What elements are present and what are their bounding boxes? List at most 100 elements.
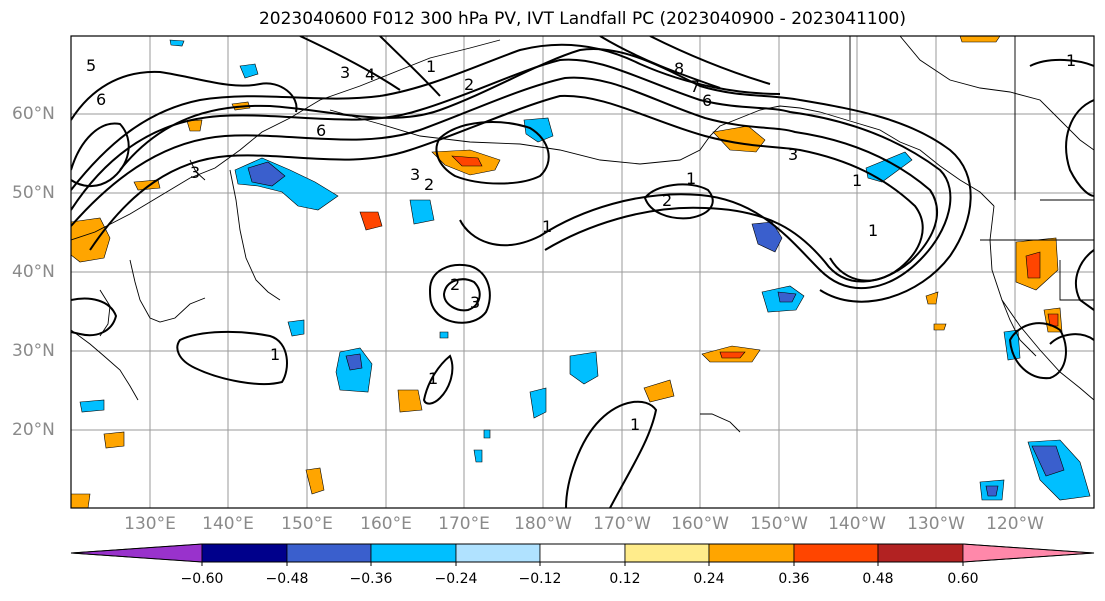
shading-patch <box>345 353 363 371</box>
shading-patch <box>719 351 746 359</box>
map-title: 2023040600 F012 300 hPa PV, IVT Landfall… <box>258 9 906 29</box>
lon-label: 150°E <box>281 514 333 534</box>
shading-patch <box>1025 251 1041 279</box>
shading-patch <box>933 323 947 331</box>
contour-label-group: 6 5 4 3 1 2 8 7 6 6 3 2 3 1 2 1 3 2 1 1 … <box>86 51 1076 434</box>
colorbar-segment <box>455 543 541 563</box>
lon-label: 140°W <box>828 514 886 534</box>
colorbar-segment <box>793 543 879 563</box>
contour-label: 5 <box>86 56 96 75</box>
shading-patch <box>1047 313 1059 327</box>
contour-label: 1 <box>686 169 696 188</box>
contour-label: 3 <box>410 165 420 184</box>
shading-patch <box>186 119 203 132</box>
colorbar-segment <box>370 543 457 563</box>
shading-patch <box>523 117 554 143</box>
colorbar-segment <box>877 543 964 563</box>
lon-label: 140°E <box>202 514 254 534</box>
lon-label: 160°W <box>671 514 729 534</box>
colorbar-tick-label: 0.12 <box>609 571 641 587</box>
contour-label: 1 <box>542 217 552 236</box>
lat-label: 50°N <box>12 183 55 203</box>
shading-patch <box>643 379 675 403</box>
lon-label: 150°W <box>750 514 808 534</box>
gridlines <box>71 36 1094 508</box>
shading-patch <box>71 493 91 508</box>
contour-label: 7 <box>690 77 700 96</box>
lon-label: 130°E <box>124 514 176 534</box>
colorbar-tick-label: 0.60 <box>947 571 979 587</box>
shading-patch <box>777 291 797 303</box>
colorbar-segment <box>201 543 288 563</box>
shading-patch <box>239 63 259 79</box>
colorbar-segment <box>624 543 710 563</box>
shading-patch <box>169 39 185 47</box>
contour-label: 3 <box>340 63 350 82</box>
shading-patch <box>359 211 383 231</box>
shading-patch <box>985 485 999 497</box>
colorbar-segment <box>708 543 795 563</box>
coastlines <box>71 36 1094 433</box>
shading-patch <box>409 199 435 225</box>
shading-patch <box>103 431 125 449</box>
contour-label: 1 <box>852 171 862 190</box>
lon-label: 160°E <box>360 514 412 534</box>
shading-patch <box>959 36 1001 43</box>
shading-patch <box>529 387 547 419</box>
shading-patch <box>305 467 325 495</box>
contour-label: 1 <box>630 415 640 434</box>
lon-label: 130°W <box>907 514 965 534</box>
shading-patch <box>1031 445 1065 477</box>
shading-patch <box>483 429 491 439</box>
contour-label: 1 <box>426 57 436 76</box>
colorbar-tick-label: −0.12 <box>518 571 562 587</box>
contour-label: 6 <box>96 90 106 109</box>
contour-label: 4 <box>365 65 375 84</box>
contour-label: 1 <box>1066 51 1076 70</box>
contour-label: 2 <box>662 191 672 210</box>
shading-patch <box>569 351 599 385</box>
lat-label: 40°N <box>12 262 55 282</box>
contour-label: 1 <box>428 369 438 388</box>
shading-patch <box>439 331 449 339</box>
contour-label: 2 <box>424 175 434 194</box>
colorbar-segment <box>962 543 1095 563</box>
contour-label: 3 <box>470 293 480 312</box>
lon-label: 180°W <box>514 514 572 534</box>
pv-contours <box>71 36 1094 508</box>
colorbar-tick-label: 0.24 <box>693 571 725 587</box>
shading-patch <box>1003 329 1021 361</box>
contour-label: 3 <box>190 163 200 182</box>
lon-label: 170°W <box>593 514 651 534</box>
colorbar-tick-label: 0.48 <box>862 571 894 587</box>
shading-patch <box>397 389 423 413</box>
contour-label: 8 <box>674 59 684 78</box>
lon-label: 170°E <box>438 514 490 534</box>
colorbar-tick-label: −0.36 <box>349 571 393 587</box>
lat-label: 30°N <box>12 341 55 361</box>
colorbar-segment <box>539 543 626 563</box>
colorbar-tick-label: −0.24 <box>434 571 478 587</box>
contour-label: 2 <box>450 275 460 294</box>
contour-label: 3 <box>788 145 798 164</box>
colorbar-tick-label: −0.60 <box>180 571 224 587</box>
contour-label: 1 <box>868 221 878 240</box>
colorbar-tick-label: −0.48 <box>265 571 309 587</box>
map-frame <box>70 35 1095 509</box>
shading-patch <box>451 155 483 167</box>
lat-label: 60°N <box>12 104 55 124</box>
shading-patch <box>287 319 305 337</box>
contour-label: 6 <box>702 91 712 110</box>
shading-patch <box>473 449 483 463</box>
shading-patch <box>79 399 105 413</box>
lat-label: 20°N <box>12 420 55 440</box>
lon-label: 120°W <box>986 514 1044 534</box>
colorbar-segment <box>70 543 203 563</box>
shading-patch <box>925 291 939 305</box>
colorbar-segment <box>286 543 372 563</box>
shading-patch <box>335 347 373 393</box>
contour-label: 2 <box>464 75 474 94</box>
shading-patch <box>865 151 913 183</box>
